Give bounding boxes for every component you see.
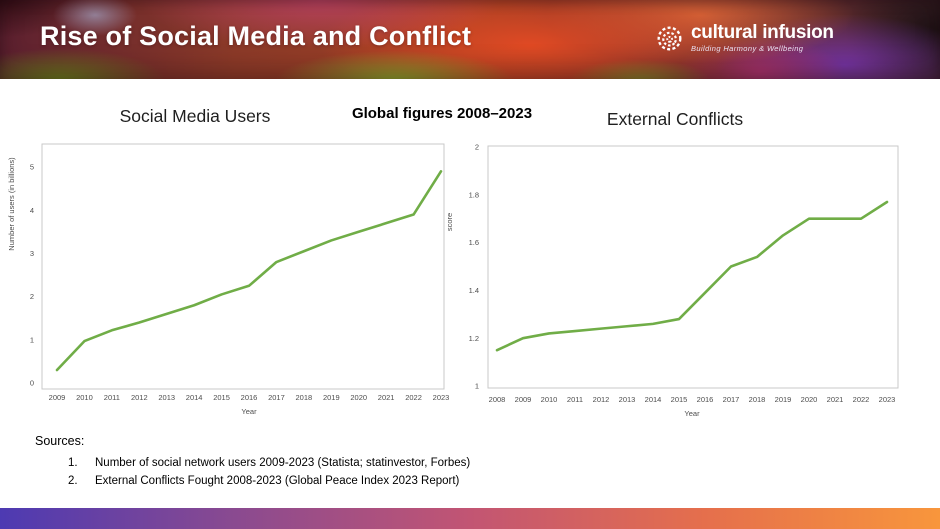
external-conflicts-chart: 1 1.2 1.4 1.6 1.8 2 2008 2009 2010 2011 2012 2013 20…	[445, 143, 899, 418]
slide-subtitle: Global figures 2008–2023	[351, 105, 533, 122]
svg-text:5: 5	[30, 163, 34, 172]
svg-text:3: 3	[30, 249, 34, 258]
svg-text:2014: 2014	[186, 393, 203, 402]
svg-text:2010: 2010	[541, 395, 558, 404]
right-chart-title: External Conflicts	[606, 109, 744, 129]
svg-text:2018: 2018	[749, 395, 766, 404]
svg-text:2021: 2021	[827, 395, 844, 404]
svg-text:2009: 2009	[515, 395, 532, 404]
svg-text:2019: 2019	[323, 393, 340, 402]
svg-text:2012: 2012	[593, 395, 610, 404]
source-text: External Conflicts Fought 2008-2023 (Glo…	[95, 475, 460, 487]
left-chart-title: Social Media Users	[119, 106, 271, 126]
svg-text:1.6: 1.6	[469, 238, 479, 247]
svg-text:2019: 2019	[775, 395, 792, 404]
svg-text:2013: 2013	[158, 393, 175, 402]
svg-text:2010: 2010	[76, 393, 93, 402]
source-number: 1.	[68, 457, 78, 469]
svg-text:2021: 2021	[378, 393, 395, 402]
source-text: Number of social network users 2009-2023…	[95, 457, 471, 469]
svg-text:2017: 2017	[723, 395, 740, 404]
cultural-infusion-logo: cultural infusion Building Harmony & Wel…	[656, 22, 834, 53]
svg-text:2023: 2023	[879, 395, 896, 404]
svg-text:Year: Year	[241, 407, 257, 416]
svg-text:2011: 2011	[567, 395, 583, 404]
svg-text:2016: 2016	[241, 393, 258, 402]
svg-text:2020: 2020	[350, 393, 367, 402]
source-item: 1. Number of social network users 2009-2…	[35, 454, 735, 472]
svg-text:2020: 2020	[801, 395, 818, 404]
svg-text:1.2: 1.2	[469, 334, 479, 343]
svg-text:2011: 2011	[104, 393, 120, 402]
bottom-gradient-bar	[0, 508, 940, 529]
logo-name: cultural infusion	[691, 22, 834, 43]
svg-text:2008: 2008	[489, 395, 506, 404]
logo-text: cultural infusion Building Harmony & Wel…	[691, 22, 834, 53]
svg-text:2: 2	[475, 143, 479, 152]
svg-text:1.4: 1.4	[469, 286, 479, 295]
svg-text:4: 4	[30, 206, 34, 215]
svg-text:Number of users (in billions): Number of users (in billions)	[7, 157, 16, 251]
svg-text:1.8: 1.8	[469, 190, 479, 199]
svg-text:2014: 2014	[645, 395, 662, 404]
sources-heading: Sources:	[35, 434, 85, 448]
source-number: 2.	[68, 475, 78, 487]
svg-text:1: 1	[475, 382, 479, 391]
social-media-users-chart: 0 1 2 3 4 5 2009 2010 2011 2012 2013 2014 2015 2016 20…	[7, 143, 450, 416]
svg-text:2023: 2023	[433, 393, 450, 402]
svg-text:2015: 2015	[671, 395, 688, 404]
svg-text:2016: 2016	[697, 395, 714, 404]
header-banner: Rise of Social Media and Conflict cultur…	[0, 0, 940, 79]
svg-text:2013: 2013	[619, 395, 636, 404]
svg-text:2022: 2022	[853, 395, 870, 404]
svg-text:2018: 2018	[296, 393, 313, 402]
svg-text:0: 0	[30, 379, 34, 388]
svg-text:2: 2	[30, 292, 34, 301]
page-title: Rise of Social Media and Conflict	[40, 21, 472, 51]
svg-text:score: score	[445, 213, 454, 231]
svg-text:2015: 2015	[213, 393, 230, 402]
svg-text:2022: 2022	[405, 393, 422, 402]
source-item: 2. External Conflicts Fought 2008-2023 (…	[35, 472, 735, 490]
svg-text:1: 1	[30, 335, 34, 344]
spiral-logo-icon	[657, 26, 682, 51]
svg-text:2012: 2012	[131, 393, 148, 402]
logo-tagline: Building Harmony & Wellbeing	[691, 44, 804, 53]
sources-block: Sources: 1. Number of social network use…	[35, 434, 735, 490]
svg-text:2009: 2009	[49, 393, 66, 402]
svg-text:2017: 2017	[268, 393, 285, 402]
svg-text:Year: Year	[684, 409, 700, 418]
